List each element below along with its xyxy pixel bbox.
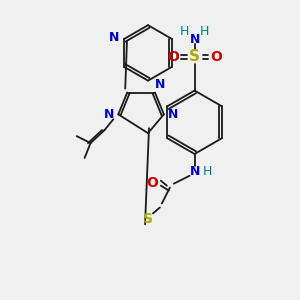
Text: N: N [168, 108, 178, 121]
Text: S: S [143, 212, 153, 226]
Text: N: N [189, 165, 200, 178]
Text: S: S [189, 50, 200, 64]
Text: H: H [180, 25, 189, 38]
Text: N: N [189, 32, 200, 46]
Text: O: O [167, 50, 179, 64]
Text: H: H [200, 25, 209, 38]
Text: O: O [146, 176, 158, 190]
Text: N: N [104, 108, 115, 121]
Text: N: N [155, 78, 165, 91]
Text: H: H [203, 165, 212, 178]
Text: O: O [210, 50, 222, 64]
Text: N: N [109, 31, 119, 44]
